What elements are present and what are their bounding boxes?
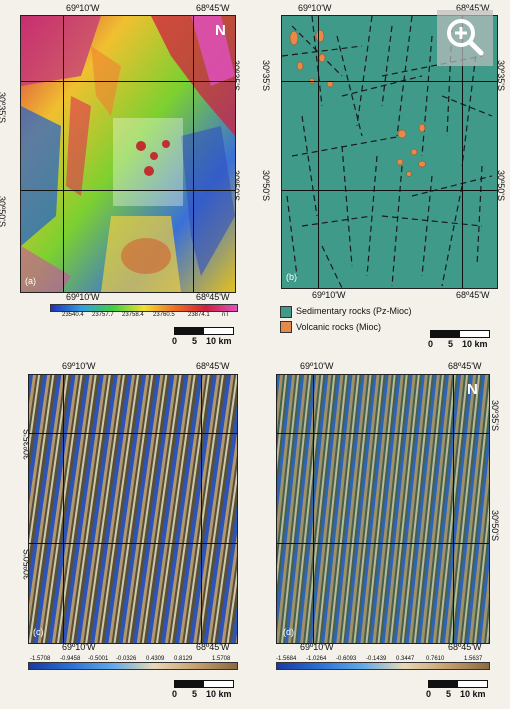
scale-d-five: 5 bbox=[446, 689, 452, 699]
grid-line-lat-north-d bbox=[277, 433, 489, 434]
lon-label-b-top-east: 68º45'W bbox=[456, 3, 490, 13]
zoom-in-icon bbox=[447, 19, 484, 56]
lat-label-b-south: 30º50'S bbox=[261, 170, 271, 202]
colorbar-d-tick-2: -0.6093 bbox=[336, 656, 357, 662]
lon-label-d-bottom-west: 69º10'W bbox=[300, 642, 334, 652]
lon-label-b-top-west: 69º10'W bbox=[298, 3, 332, 13]
grid-line-lat-south-d bbox=[277, 543, 489, 544]
scale-c-five: 5 bbox=[192, 689, 198, 699]
colorbar-a-tick-2: 23758.4 bbox=[122, 312, 144, 318]
grid-line-lat-north bbox=[21, 81, 235, 82]
scale-d-zero: 0 bbox=[426, 689, 432, 699]
tilt-derivative-map-c: (c) bbox=[28, 374, 238, 644]
lon-label-a-top-west: 69º10'W bbox=[66, 3, 100, 13]
scale-a-ten: 10 km bbox=[206, 336, 232, 346]
legend-volcanic-label: Volcanic rocks (Mioc) bbox=[296, 322, 382, 332]
tilt-derivative-image-c bbox=[29, 375, 237, 643]
legend-sedimentary-swatch bbox=[280, 306, 292, 318]
colorbar-d-tick-5: 0.7610 bbox=[426, 656, 445, 662]
scale-b-zero: 0 bbox=[428, 339, 434, 349]
lon-label-d-top-east: 68º45'W bbox=[448, 361, 482, 371]
scale-b-five: 5 bbox=[448, 339, 454, 349]
scale-a-five: 5 bbox=[192, 336, 198, 346]
grid-line-lon-east-b bbox=[462, 16, 463, 288]
panel-letter-c: (c) bbox=[33, 627, 44, 637]
grid-line-lon-west-b bbox=[318, 16, 319, 288]
grid-line-lon-west bbox=[63, 16, 64, 292]
lon-label-d-bottom-east: 68º45'W bbox=[448, 642, 482, 652]
colorbar-a-tick-1: 23757.7 bbox=[92, 312, 114, 318]
grid-line-lon-west-d bbox=[313, 375, 314, 643]
lon-label-a-bottom-west: 69º10'W bbox=[66, 292, 100, 302]
panel-letter-b: (b) bbox=[286, 272, 297, 282]
zoom-button[interactable] bbox=[437, 10, 493, 66]
lon-label-d-top-west: 69º10'W bbox=[300, 361, 334, 371]
panel-letter-a: (a) bbox=[25, 276, 36, 286]
scale-b-ten: 10 km bbox=[462, 339, 488, 349]
scale-a-zero: 0 bbox=[172, 336, 178, 346]
north-arrow-d: N bbox=[467, 381, 478, 398]
colorbar-d-tick-1: -1.0264 bbox=[306, 656, 327, 662]
lat-label-d-north: 30º35'S bbox=[490, 400, 500, 432]
grid-line-lon-west-c bbox=[63, 375, 64, 643]
grid-line-lat-south-b bbox=[282, 190, 497, 191]
colorbar-d-tick-0: -1.5684 bbox=[276, 656, 297, 662]
grid-line-lon-east bbox=[193, 16, 194, 292]
colorbar-c-tick-1: -0.9458 bbox=[60, 656, 81, 662]
colorbar-a-tick-4: 23874.1 bbox=[188, 312, 210, 318]
colorbar-d-tick-6: 1.5637 bbox=[464, 656, 483, 662]
colorbar-c-tick-0: -1.5708 bbox=[30, 656, 51, 662]
north-arrow: N bbox=[215, 22, 226, 39]
lon-label-c-bottom-west: 69º10'W bbox=[62, 642, 96, 652]
lon-label-c-top-east: 68º45'W bbox=[196, 361, 230, 371]
scale-c-zero: 0 bbox=[172, 689, 178, 699]
scale-bar-b bbox=[430, 330, 490, 338]
lat-label-a-north: 30º35'S bbox=[0, 92, 7, 124]
legend-sedimentary-label: Sedimentary rocks (Pz-Mioc) bbox=[296, 306, 412, 316]
lat-label-d-south: 30º50'S bbox=[490, 510, 500, 542]
colorbar-c-tick-4: 0.4309 bbox=[146, 656, 165, 662]
colorbar-c bbox=[28, 662, 238, 670]
grid-line-lon-east-c bbox=[201, 375, 202, 643]
colorbar-c-tick-2: -0.5001 bbox=[88, 656, 109, 662]
scale-bar-a bbox=[174, 327, 234, 335]
grid-line-lon-east-d bbox=[453, 375, 454, 643]
lat-label-b-north: 30º35'S bbox=[261, 60, 271, 92]
grid-line-lat-north-c bbox=[29, 433, 237, 434]
lat-label-a-south: 30º50'S bbox=[0, 196, 7, 228]
lon-label-b-bottom-west: 69º10'W bbox=[312, 290, 346, 300]
magnetic-anomaly-image bbox=[21, 16, 235, 292]
lon-label-b-bottom-east: 68º45'W bbox=[456, 290, 490, 300]
tilt-derivative-image-d bbox=[277, 375, 489, 643]
grid-line-lat-north-b bbox=[282, 81, 497, 82]
tilt-derivative-map-d: N (d) bbox=[276, 374, 490, 644]
lon-label-c-top-west: 69º10'W bbox=[62, 361, 96, 371]
grid-line-lat-south-c bbox=[29, 543, 237, 544]
panel-letter-d: (d) bbox=[283, 627, 294, 637]
lon-label-a-top-east: 68º45'W bbox=[196, 3, 230, 13]
scale-c-ten: 10 km bbox=[206, 689, 232, 699]
scale-bar-d bbox=[428, 680, 488, 688]
lon-label-c-bottom-east: 68º45'W bbox=[196, 642, 230, 652]
grid-line-lat-south bbox=[21, 190, 235, 191]
colorbar-a bbox=[50, 304, 238, 312]
lon-label-a-bottom-east: 68º45'W bbox=[196, 292, 230, 302]
colorbar-d bbox=[276, 662, 490, 670]
magnetic-anomaly-map: N (a) bbox=[20, 15, 236, 293]
colorbar-c-tick-3: -0.0326 bbox=[116, 656, 137, 662]
colorbar-a-tick-0: 23540.4 bbox=[62, 312, 84, 318]
colorbar-c-tick-5: 0.8129 bbox=[174, 656, 193, 662]
colorbar-c-tick-6: 1.5708 bbox=[212, 656, 231, 662]
scale-d-ten: 10 km bbox=[460, 689, 486, 699]
colorbar-a-unit: nT bbox=[222, 312, 230, 318]
colorbar-d-tick-4: 0.3447 bbox=[396, 656, 415, 662]
scale-bar-c bbox=[174, 680, 234, 688]
colorbar-d-tick-3: -0.1439 bbox=[366, 656, 387, 662]
colorbar-a-tick-3: 23760.5 bbox=[153, 312, 175, 318]
legend-volcanic-swatch bbox=[280, 321, 292, 333]
